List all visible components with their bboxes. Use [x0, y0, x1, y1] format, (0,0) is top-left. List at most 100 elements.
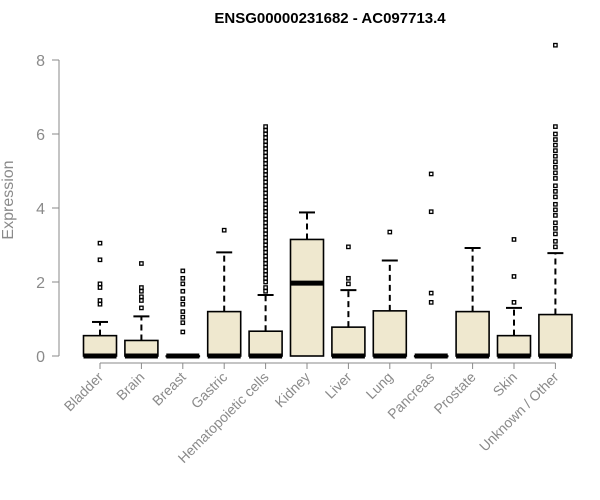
outlier-point: [263, 179, 268, 185]
box-hematopoietic-cells: [248, 124, 283, 359]
outlier-point: [263, 168, 268, 174]
outlier-point: [346, 275, 351, 281]
outlier-point: [263, 268, 268, 274]
outlier-point: [263, 161, 268, 166]
box-kidney: [289, 211, 325, 357]
outlier-point: [263, 250, 268, 255]
outlier-point: [263, 238, 268, 244]
x-tick-label: Breast: [149, 369, 189, 409]
box-series: [82, 42, 573, 359]
box-iqr: [331, 326, 366, 357]
outlier-point: [428, 290, 434, 296]
outlier-point: [263, 201, 268, 207]
outlier-point: [553, 238, 558, 244]
outlier-point: [553, 183, 558, 189]
outlier-point: [553, 194, 558, 200]
outlier-point: [263, 135, 268, 141]
x-tick-label: Kidney: [272, 369, 314, 411]
outlier-point: [428, 209, 434, 215]
outlier-point: [553, 188, 558, 194]
box-gastric: [206, 227, 242, 359]
outlier-point: [139, 298, 144, 303]
outlier-point: [263, 235, 268, 240]
y-axis: 0 2 4 6 8: [36, 53, 60, 366]
outlier-point: [263, 220, 268, 226]
outlier-point: [263, 164, 268, 170]
outlier-point: [387, 229, 393, 235]
box-iqr: [82, 334, 118, 357]
outlier-point: [180, 281, 186, 287]
box-unknown-other: [538, 42, 573, 359]
outlier-point: [97, 240, 103, 246]
box-breast: [165, 268, 201, 359]
box-iqr: [372, 310, 408, 357]
outlier-point: [263, 288, 268, 294]
box-prostate: [455, 246, 490, 359]
outlier-point: [553, 131, 558, 137]
outlier-point: [97, 257, 103, 263]
x-tick-label: Skin: [490, 369, 521, 400]
x-tick-label: Lung: [363, 369, 396, 402]
y-tick-label: 4: [36, 201, 45, 218]
outlier-point: [263, 142, 268, 148]
outlier-point: [346, 244, 351, 250]
x-tick-label: Bladder: [61, 369, 107, 415]
x-tick-label: Brain: [113, 369, 147, 403]
outlier-point: [553, 159, 558, 165]
outlier-point: [553, 170, 558, 176]
outlier-point: [263, 231, 268, 237]
outlier-point: [553, 124, 558, 129]
outlier-point: [180, 301, 186, 307]
box-pancreas: [413, 171, 449, 359]
outlier-point: [553, 142, 558, 148]
outlier-point: [263, 261, 268, 266]
outlier-point: [553, 137, 558, 142]
y-tick-label: 8: [36, 53, 45, 70]
outlier-point: [180, 268, 186, 274]
outlier-point: [139, 288, 144, 294]
x-tick-label: Unknown / Other: [476, 369, 562, 455]
outlier-point: [97, 301, 103, 307]
outlier-point: [139, 294, 144, 300]
x-tick-label: Prostate: [431, 369, 479, 417]
outlier-point: [511, 299, 517, 305]
outlier-point: [180, 320, 186, 326]
outlier-point: [553, 207, 558, 213]
box-iqr: [496, 334, 532, 357]
outlier-point: [263, 183, 268, 189]
outlier-point: [180, 288, 186, 294]
box-brain: [124, 261, 159, 359]
outlier-point: [553, 176, 558, 181]
outlier-point: [263, 150, 268, 155]
outlier-point: [263, 157, 268, 163]
outlier-point: [263, 172, 268, 178]
y-tick-label: 6: [36, 127, 45, 144]
outlier-point: [346, 281, 351, 287]
outlier-point: [263, 264, 268, 270]
outlier-point: [263, 253, 268, 259]
outlier-point: [139, 305, 144, 311]
outlier-point: [263, 190, 268, 196]
outlier-point: [263, 224, 268, 229]
box-iqr: [206, 310, 242, 357]
outlier-point: [263, 176, 268, 181]
outlier-point: [263, 275, 268, 281]
outlier-point: [263, 279, 268, 285]
box-iqr: [538, 313, 573, 357]
outlier-point: [553, 201, 558, 207]
outlier-point: [263, 213, 268, 218]
y-tick-label: 0: [36, 349, 45, 366]
outlier-point: [139, 285, 144, 290]
y-axis-label: Expression: [0, 160, 17, 239]
outlier-point: [97, 298, 103, 303]
outlier-point: [553, 164, 558, 170]
outlier-point: [263, 216, 268, 222]
chart-title: ENSG00000231682 - AC097713.4: [214, 10, 446, 27]
outlier-point: [263, 146, 268, 152]
box-lung: [372, 229, 408, 359]
outlier-point: [553, 148, 558, 153]
outlier-point: [511, 237, 517, 242]
box-bladder: [82, 240, 118, 359]
outlier-point: [139, 261, 144, 266]
